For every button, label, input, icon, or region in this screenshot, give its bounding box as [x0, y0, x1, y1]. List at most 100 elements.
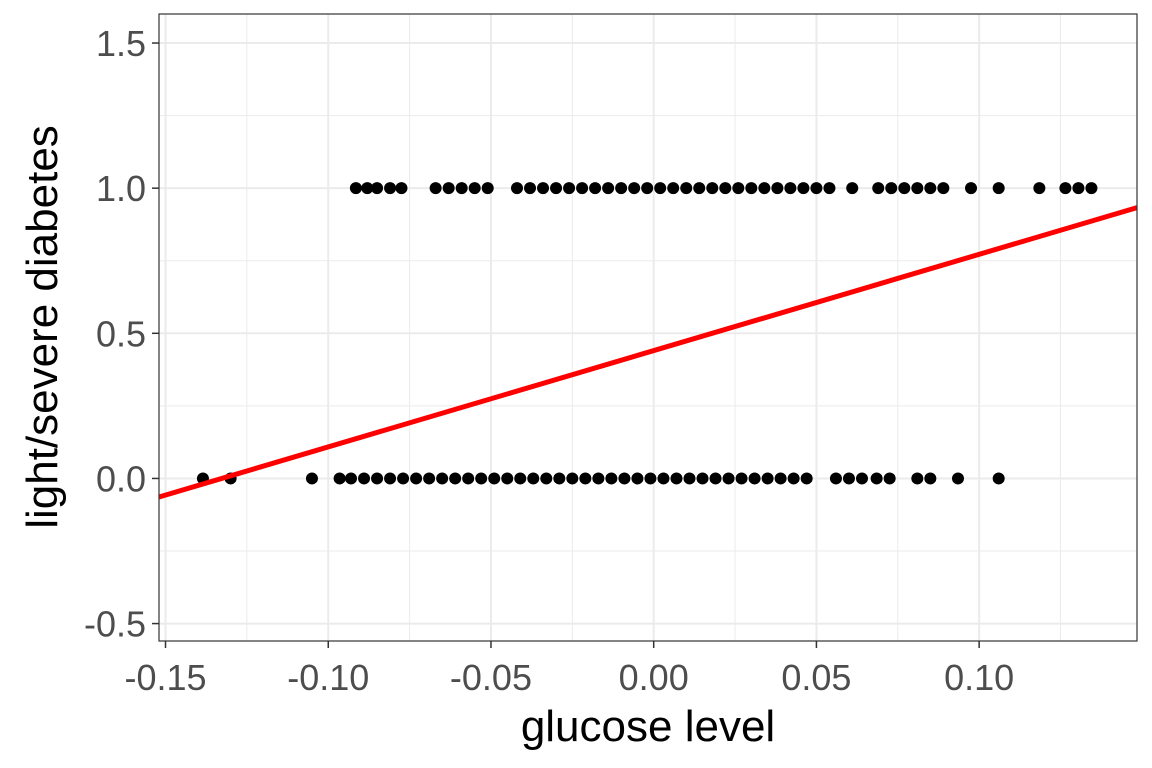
x-tick-label: -0.15 — [124, 657, 206, 698]
panel-border — [158, 13, 1138, 642]
data-point — [898, 182, 911, 195]
data-point — [924, 472, 937, 485]
data-point — [680, 182, 693, 195]
y-tick-label: 0.0 — [96, 458, 146, 499]
data-point — [371, 182, 384, 195]
data-point — [527, 472, 540, 485]
data-point — [654, 182, 667, 195]
data-point — [537, 182, 550, 195]
data-points — [196, 182, 1098, 485]
data-point — [911, 472, 924, 485]
data-point — [397, 472, 410, 485]
panel-background — [159, 14, 1137, 641]
data-point — [358, 472, 371, 485]
data-point — [1085, 182, 1098, 195]
data-point — [846, 182, 859, 195]
data-point — [787, 472, 800, 485]
data-point — [842, 472, 855, 485]
data-point — [872, 182, 885, 195]
data-point — [924, 182, 937, 195]
data-point — [423, 472, 436, 485]
data-point — [475, 472, 488, 485]
grid-minor — [159, 14, 1137, 641]
x-axis-title: glucose level — [521, 702, 775, 751]
data-point — [965, 182, 978, 195]
data-point — [641, 182, 654, 195]
data-point — [579, 472, 592, 485]
x-tick-label: 0.05 — [781, 657, 851, 698]
data-point — [449, 472, 462, 485]
data-point — [563, 182, 576, 195]
data-point — [644, 472, 657, 485]
data-point — [481, 182, 494, 195]
data-point — [810, 182, 823, 195]
data-point — [883, 472, 896, 485]
data-point — [745, 182, 758, 195]
data-point — [524, 182, 537, 195]
data-point — [615, 182, 628, 195]
data-point — [442, 182, 455, 195]
fit-line — [158, 205, 1138, 500]
data-point — [540, 472, 553, 485]
y-tick-label: 1.5 — [96, 23, 146, 64]
data-point — [667, 182, 680, 195]
data-point — [992, 472, 1005, 485]
data-point — [468, 182, 481, 195]
data-point — [455, 182, 468, 195]
data-point — [683, 472, 696, 485]
data-point — [657, 472, 670, 485]
data-point — [784, 182, 797, 195]
data-point — [709, 472, 722, 485]
data-point — [349, 182, 362, 195]
data-point — [576, 182, 589, 195]
data-point — [937, 182, 950, 195]
x-tick-label: -0.05 — [450, 657, 532, 698]
data-point — [758, 182, 771, 195]
data-point — [384, 182, 397, 195]
data-point — [800, 472, 813, 485]
data-point — [566, 472, 579, 485]
x-tick-label: -0.10 — [287, 657, 369, 698]
data-point — [429, 182, 442, 195]
data-point — [488, 472, 501, 485]
y-axis-title: light/severe diabetes — [18, 125, 67, 529]
data-point — [911, 182, 924, 195]
fit-line-group — [158, 205, 1138, 500]
data-point — [1059, 182, 1072, 195]
data-point — [696, 472, 709, 485]
data-point — [1033, 182, 1046, 195]
data-point — [602, 182, 615, 195]
data-point — [829, 472, 842, 485]
y-tick-label: -0.5 — [84, 604, 146, 645]
data-point — [605, 472, 618, 485]
data-point — [371, 472, 384, 485]
data-point — [732, 182, 745, 195]
data-point — [761, 472, 774, 485]
x-tick-label: 0.10 — [944, 657, 1014, 698]
x-tick-label: 0.00 — [619, 657, 689, 698]
y-axis-ticks: -0.5 0.0 0.5 1.0 1.5 — [84, 23, 159, 645]
data-point — [748, 472, 761, 485]
data-point — [719, 182, 732, 195]
data-point — [771, 182, 784, 195]
data-point — [592, 472, 605, 485]
data-point — [693, 182, 706, 195]
data-point — [462, 472, 475, 485]
data-point — [410, 472, 423, 485]
data-point — [618, 472, 631, 485]
data-point — [885, 182, 898, 195]
data-point — [631, 472, 644, 485]
data-point — [722, 472, 735, 485]
data-point — [855, 472, 868, 485]
data-point — [797, 182, 810, 195]
data-point — [870, 472, 883, 485]
x-axis-ticks: -0.15 -0.10 -0.05 0.00 0.05 0.10 — [124, 641, 1014, 698]
data-point — [305, 472, 318, 485]
y-tick-label: 0.5 — [96, 313, 146, 354]
data-point — [384, 472, 397, 485]
y-tick-label: 1.0 — [96, 168, 146, 209]
data-point — [511, 182, 524, 195]
data-point — [361, 182, 374, 195]
data-point — [735, 472, 748, 485]
